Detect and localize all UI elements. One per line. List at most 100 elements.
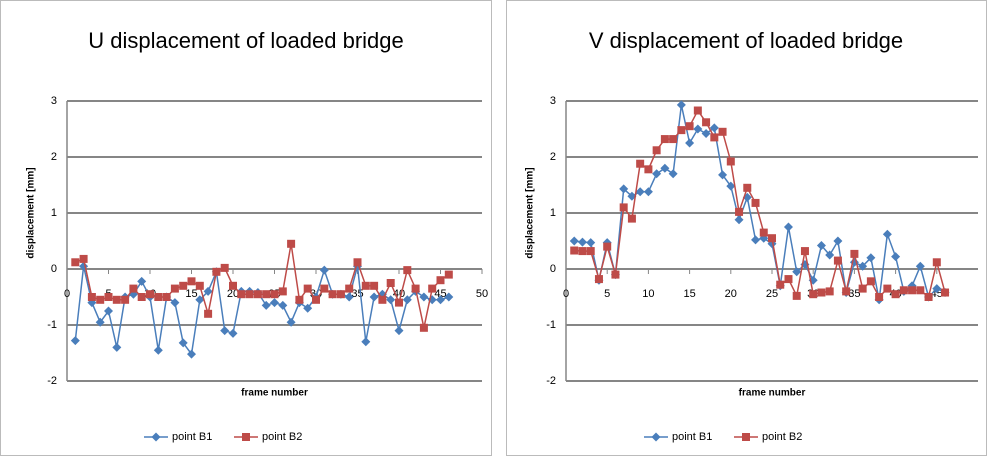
series-line <box>74 266 450 357</box>
marker <box>932 284 942 294</box>
y-tick-label: 0 <box>51 263 57 275</box>
marker <box>701 128 711 138</box>
marker <box>586 238 596 248</box>
x-axis-title: frame number <box>241 388 308 399</box>
y-axis-title: displacement [mm] <box>26 167 37 258</box>
marker <box>96 295 105 304</box>
panel-left <box>0 0 492 456</box>
marker <box>278 300 288 310</box>
marker <box>303 284 312 293</box>
marker <box>677 126 686 135</box>
x-tick-label: 0 <box>64 288 70 300</box>
marker <box>345 284 354 293</box>
marker <box>702 118 711 127</box>
marker <box>245 290 254 299</box>
y-tick-label: -2 <box>546 375 556 387</box>
marker <box>619 203 628 212</box>
marker <box>825 287 834 296</box>
marker <box>932 258 941 267</box>
marker <box>70 336 80 346</box>
x-tick-label: 20 <box>227 288 239 300</box>
marker <box>710 133 719 142</box>
y-tick-label: -1 <box>47 319 57 331</box>
x-axis-title: frame number <box>739 388 806 399</box>
marker <box>603 242 612 251</box>
y-axis-title: displacement [mm] <box>525 167 536 258</box>
legend-label: point B2 <box>762 431 802 443</box>
legend-label: point B2 <box>262 431 302 443</box>
marker <box>891 290 900 299</box>
marker <box>809 290 818 299</box>
y-tick-label: -1 <box>546 319 556 331</box>
y-tick-label: 3 <box>51 95 57 107</box>
marker <box>825 250 835 260</box>
marker <box>403 266 412 275</box>
marker <box>146 290 154 299</box>
marker <box>858 284 867 293</box>
y-tick-label: 2 <box>550 151 556 163</box>
marker <box>129 284 138 293</box>
marker <box>336 290 345 299</box>
marker <box>203 286 213 296</box>
marker <box>386 295 396 305</box>
marker <box>619 184 629 194</box>
marker <box>850 249 859 258</box>
marker <box>270 290 279 299</box>
y-tick-label: -2 <box>47 375 57 387</box>
x-tick-label: 25 <box>766 288 778 300</box>
marker <box>394 326 404 336</box>
marker <box>776 280 785 289</box>
marker <box>303 303 313 313</box>
x-tick-label: 35 <box>848 288 860 300</box>
marker <box>751 198 760 207</box>
marker <box>726 181 736 191</box>
marker <box>635 187 645 197</box>
marker <box>170 298 180 308</box>
marker <box>95 317 105 327</box>
marker <box>768 234 776 243</box>
series-line <box>574 109 946 299</box>
marker <box>842 287 851 296</box>
marker <box>112 342 122 352</box>
panel-right <box>506 0 987 456</box>
marker <box>220 326 230 336</box>
marker <box>361 281 370 290</box>
y-tick-label: 0 <box>550 263 556 275</box>
chart-title: V displacement of loaded bridge <box>589 28 903 53</box>
marker <box>444 292 454 302</box>
marker <box>419 292 429 302</box>
legend-label: point B1 <box>672 431 712 443</box>
x-tick-label: 20 <box>725 288 737 300</box>
marker <box>178 338 188 348</box>
marker <box>170 284 179 293</box>
marker <box>643 187 653 197</box>
marker <box>784 275 793 284</box>
marker <box>71 258 80 267</box>
marker <box>669 135 678 144</box>
marker <box>668 169 678 179</box>
marker <box>378 295 387 304</box>
marker <box>759 228 768 237</box>
marker <box>353 258 362 267</box>
marker <box>419 323 428 332</box>
marker <box>179 281 188 290</box>
marker <box>569 236 579 246</box>
marker <box>570 246 579 255</box>
marker <box>882 229 892 239</box>
marker <box>685 122 694 131</box>
marker <box>899 286 908 295</box>
marker <box>883 284 892 293</box>
marker <box>676 100 686 110</box>
x-tick-label: 0 <box>563 288 569 300</box>
marker <box>79 254 88 263</box>
marker <box>104 293 113 301</box>
marker <box>386 279 395 287</box>
marker <box>328 290 337 299</box>
marker <box>370 281 379 290</box>
marker <box>693 106 702 115</box>
marker <box>411 284 420 293</box>
marker <box>594 275 603 284</box>
marker <box>162 293 171 301</box>
legend-label: point B1 <box>172 431 212 443</box>
